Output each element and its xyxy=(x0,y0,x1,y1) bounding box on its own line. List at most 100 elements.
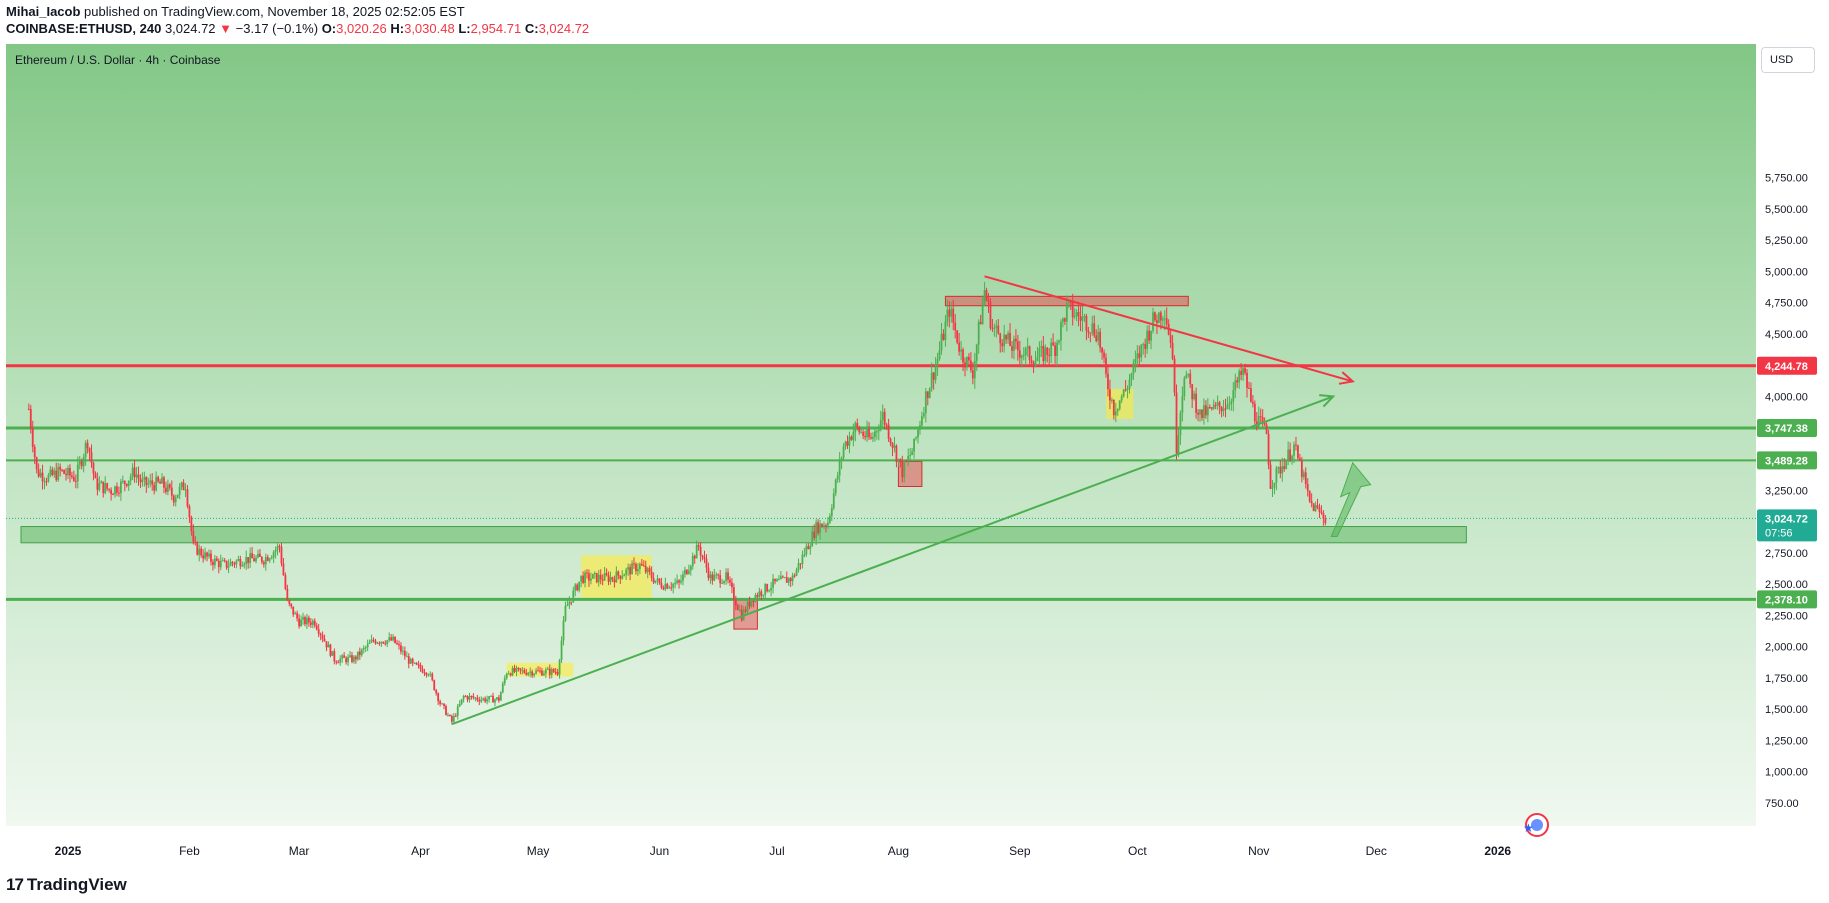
y-tick-label: 2,250.00 xyxy=(1765,610,1808,622)
candle xyxy=(660,577,663,590)
candle xyxy=(973,352,976,389)
y-tick-label: 3,250.00 xyxy=(1765,485,1808,497)
candle xyxy=(779,571,782,580)
candle xyxy=(627,563,630,576)
candle xyxy=(774,578,776,585)
zone-green-0[interactable] xyxy=(20,526,1467,544)
candle xyxy=(161,473,163,484)
trendline-1[interactable] xyxy=(984,275,1354,383)
candle xyxy=(1134,350,1137,373)
candle xyxy=(55,462,58,482)
candle xyxy=(1308,490,1311,503)
candle xyxy=(208,549,210,559)
candle xyxy=(174,494,177,507)
candle xyxy=(243,561,246,569)
candle xyxy=(360,648,363,657)
currency-button[interactable]: USD xyxy=(1761,47,1815,73)
symbol-label[interactable]: COINBASE:ETHUSD, 240 xyxy=(6,21,162,36)
candle xyxy=(776,578,778,582)
tradingview-logo[interactable]: 17 TradingView xyxy=(6,875,127,895)
candle xyxy=(1040,340,1043,357)
candle xyxy=(496,697,498,701)
candle xyxy=(523,667,526,674)
candle xyxy=(968,353,970,368)
candle xyxy=(952,299,955,331)
candle xyxy=(633,557,635,569)
candle xyxy=(196,541,199,556)
candle xyxy=(1265,422,1268,435)
candle xyxy=(1052,333,1055,347)
candle xyxy=(1281,457,1284,482)
candle xyxy=(1287,441,1290,466)
candle xyxy=(1310,493,1313,508)
candle xyxy=(1093,315,1096,338)
candle xyxy=(1060,319,1062,351)
trendline-0[interactable] xyxy=(451,395,1334,726)
candle xyxy=(1009,323,1011,347)
candle xyxy=(1062,317,1064,328)
current-price-label: 3,024.72 07:56 xyxy=(1757,509,1817,542)
candle xyxy=(658,578,661,585)
author-name[interactable]: Mihai_Iacob xyxy=(6,4,81,19)
candle xyxy=(501,681,504,694)
candle xyxy=(879,410,882,432)
candle xyxy=(562,615,565,646)
candle xyxy=(1083,313,1086,323)
candle xyxy=(1091,315,1094,336)
candle xyxy=(648,565,651,576)
candle xyxy=(719,570,722,588)
candle xyxy=(1185,370,1188,379)
candle xyxy=(358,647,361,660)
candle xyxy=(738,604,741,613)
candle xyxy=(1067,300,1070,309)
candle xyxy=(946,299,949,327)
candle xyxy=(1118,400,1121,411)
candle xyxy=(180,481,183,491)
candle xyxy=(351,652,353,664)
level-price-label: 3,489.28 xyxy=(1757,451,1817,470)
candle xyxy=(807,543,810,550)
candle xyxy=(1289,442,1292,463)
candle xyxy=(198,544,201,562)
candle xyxy=(584,570,586,588)
projection-arrow[interactable] xyxy=(1330,461,1372,538)
candle xyxy=(1150,330,1152,350)
y-tick-label: 5,250.00 xyxy=(1765,235,1808,247)
candle xyxy=(141,472,144,487)
candle xyxy=(84,440,87,466)
candle xyxy=(194,536,197,546)
candle xyxy=(772,574,774,594)
candle xyxy=(394,636,396,644)
level-price-label: 2,378.10 xyxy=(1757,590,1817,609)
candle xyxy=(940,323,943,355)
candle xyxy=(210,549,212,566)
candle xyxy=(803,547,806,558)
candle xyxy=(484,696,487,704)
candle xyxy=(57,462,60,482)
candle xyxy=(699,541,702,562)
candle xyxy=(118,486,120,497)
candle xyxy=(1306,478,1309,497)
candle xyxy=(1191,383,1194,408)
candle xyxy=(1120,394,1123,404)
low-label: L: xyxy=(458,21,471,36)
candle xyxy=(71,471,73,480)
candle xyxy=(566,599,569,607)
candle xyxy=(944,314,947,347)
candle xyxy=(494,698,496,707)
y-tick-label: 5,000.00 xyxy=(1765,266,1808,278)
candle xyxy=(449,714,451,717)
candle xyxy=(572,586,575,603)
candle xyxy=(928,387,931,399)
candle xyxy=(1220,406,1223,418)
candle xyxy=(143,471,146,487)
candle xyxy=(33,444,36,465)
candle xyxy=(932,371,935,390)
candle xyxy=(135,466,138,483)
candle xyxy=(1322,509,1325,526)
candle xyxy=(971,362,974,385)
y-tick-label: 1,750.00 xyxy=(1765,673,1808,685)
candle xyxy=(915,436,917,441)
candle xyxy=(909,447,912,460)
